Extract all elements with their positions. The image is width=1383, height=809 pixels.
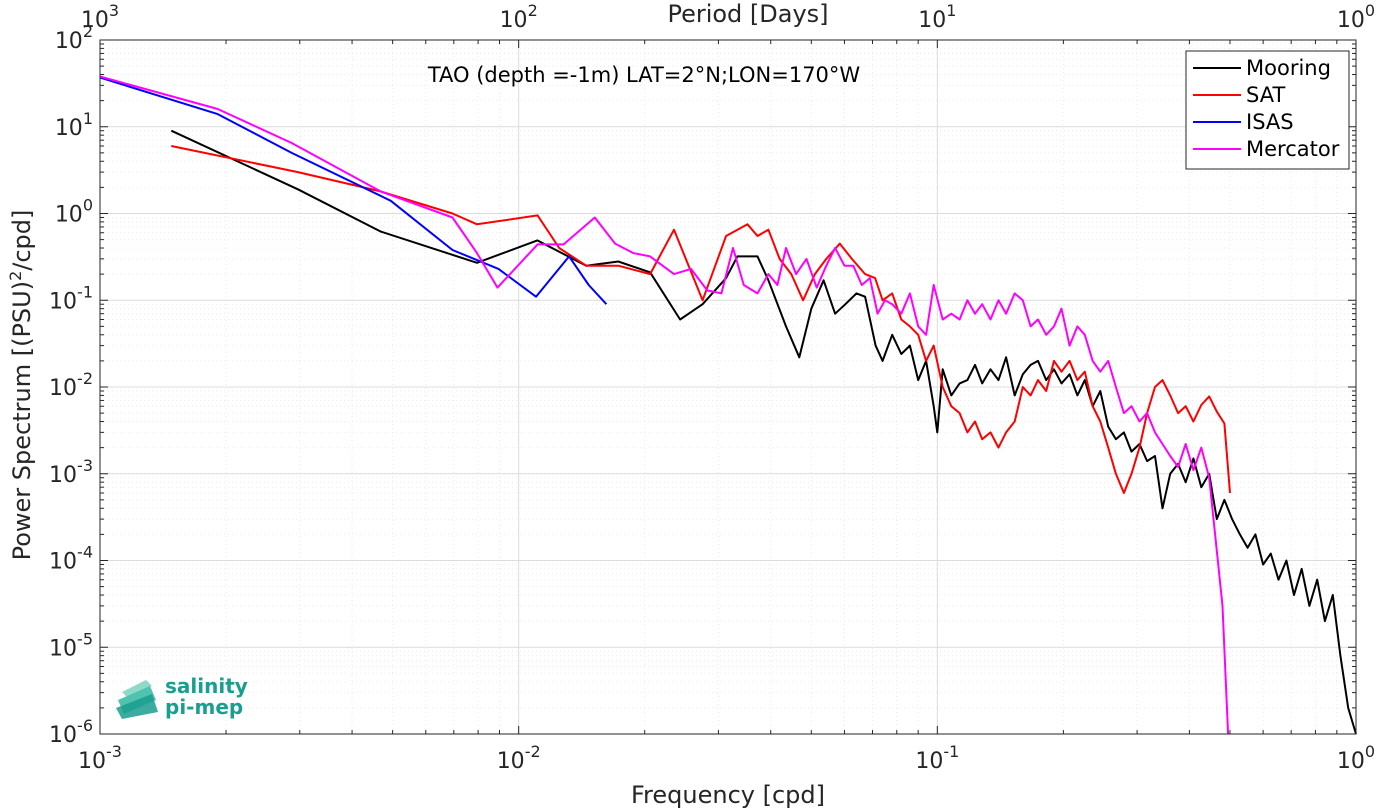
logo-wave-3: [116, 694, 158, 719]
y-tick-label: 102: [55, 22, 93, 54]
x-tick-label: 10-1: [915, 742, 959, 774]
chart-title: TAO (depth =-1m) LAT=2°N;LON=170°W: [427, 63, 861, 87]
series-line-isas: [99, 76, 608, 305]
y-tick-label: 100: [55, 196, 93, 228]
x-axis-label: Frequency [cpd]: [631, 781, 825, 809]
y-tick-label: 10-6: [49, 716, 93, 748]
top-axis-label: Period [Days]: [667, 0, 828, 28]
top-tick-label: 100: [1337, 1, 1375, 33]
x-tick-label: 10-3: [78, 742, 122, 774]
top-tick-label: 103: [81, 1, 119, 33]
logo-wave-1: [122, 680, 152, 698]
y-axis-label-superscript: 2: [6, 271, 25, 281]
salinity-pimep-logo: salinity pi-mep: [116, 674, 248, 719]
y-axis-label: Power Spectrum [(PSU)2/cpd]: [6, 210, 36, 561]
grid: [99, 40, 1356, 735]
legend: Mooring SAT ISAS Mercator: [1185, 50, 1350, 170]
legend-label-mercator: Mercator: [1246, 137, 1340, 161]
series-lines: [99, 75, 1357, 735]
y-tick-label: 10-5: [49, 629, 93, 661]
legend-label-mooring: Mooring: [1246, 56, 1331, 80]
y-tick-label: 10-1: [49, 282, 93, 314]
y-axis-label-main: Power Spectrum [(PSU): [8, 281, 36, 560]
logo-text-pimep: pi-mep: [165, 695, 243, 719]
legend-label-sat: SAT: [1246, 83, 1285, 107]
series-line-mooring: [170, 129, 1357, 735]
top-tick-label: 101: [918, 1, 956, 33]
x-tick-label: 10-2: [497, 742, 541, 774]
top-tick-label: 102: [500, 1, 538, 33]
series-line-mercator: [99, 75, 1230, 735]
y-axis-label-unit: /cpd]: [8, 210, 36, 271]
y-tick-label: 10-3: [49, 456, 93, 488]
logo-text-salinity: salinity: [165, 674, 248, 698]
series-line-sat: [171, 145, 1231, 494]
y-tick-label: 101: [55, 109, 93, 141]
y-tick-label: 10-2: [49, 369, 93, 401]
y-tick-label: 10-4: [49, 543, 93, 575]
x-tick-label: 100: [1337, 742, 1375, 774]
legend-label-isas: ISAS: [1246, 110, 1294, 134]
